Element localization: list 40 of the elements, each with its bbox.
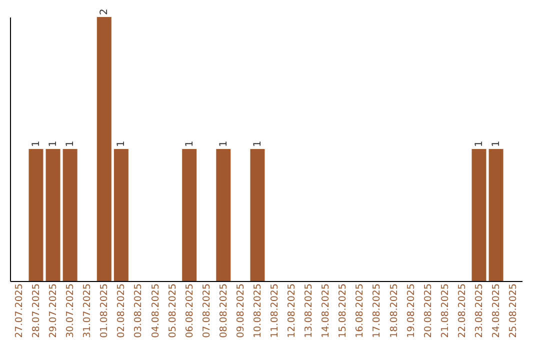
x-tick-label: 10.08.2025 [252,284,264,338]
data-label: 1 [65,140,76,147]
x-tick-label: 06.08.2025 [184,284,196,338]
x-tick-label: 16.08.2025 [354,284,366,338]
x-tick-label: 07.08.2025 [201,284,212,338]
x-tick-label: 05.08.2025 [167,284,178,338]
x-tick-label: 12.08.2025 [286,284,298,338]
data-label: 1 [184,140,196,147]
data-label: 2 [99,8,110,15]
x-tick-label: 14.08.2025 [320,284,332,338]
x-tick-label: 24.08.2025 [491,284,502,338]
x-tick-label: 04.08.2025 [150,284,162,338]
x-tick-label: 22.08.2025 [456,284,468,338]
x-tick-label: 15.08.2025 [338,284,349,338]
data-label: 1 [30,140,42,147]
data-label: 1 [48,140,60,147]
x-tick-label: 11.08.2025 [270,284,281,338]
data-label: 1 [116,140,128,147]
x-tick-label: 17.08.2025 [372,284,383,338]
data-label: 1 [491,140,502,147]
data-label: 1 [218,140,230,147]
x-tick-label: 20.08.2025 [422,284,434,338]
x-tick-label: 27.07.2025 [14,284,25,338]
x-tick-label: 29.07.2025 [48,284,60,338]
x-tick-label: 13.08.2025 [304,284,315,338]
x-tick-label: 21.08.2025 [440,284,451,338]
data-label: 1 [252,140,264,147]
x-tick-label: 09.08.2025 [235,284,246,338]
x-tick-label: 25.08.2025 [508,284,520,338]
x-tick-label: 02.08.2025 [116,284,128,338]
x-tick-label: 30.07.2025 [65,284,76,338]
data-label: 1 [474,140,485,147]
x-tick-label: 08.08.2025 [218,284,230,338]
x-tick-label: 31.07.2025 [82,284,94,338]
x-tick-label: 28.07.2025 [30,284,42,338]
x-tick-label: 23.08.2025 [474,284,485,338]
x-tick-label: 19.08.2025 [406,284,417,338]
x-tick-label: 03.08.2025 [133,284,144,338]
x-tick-label: 18.08.2025 [388,284,400,338]
x-tick-label: 01.08.2025 [99,284,110,338]
